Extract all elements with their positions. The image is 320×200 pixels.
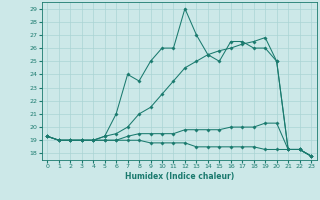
X-axis label: Humidex (Indice chaleur): Humidex (Indice chaleur): [124, 172, 234, 181]
